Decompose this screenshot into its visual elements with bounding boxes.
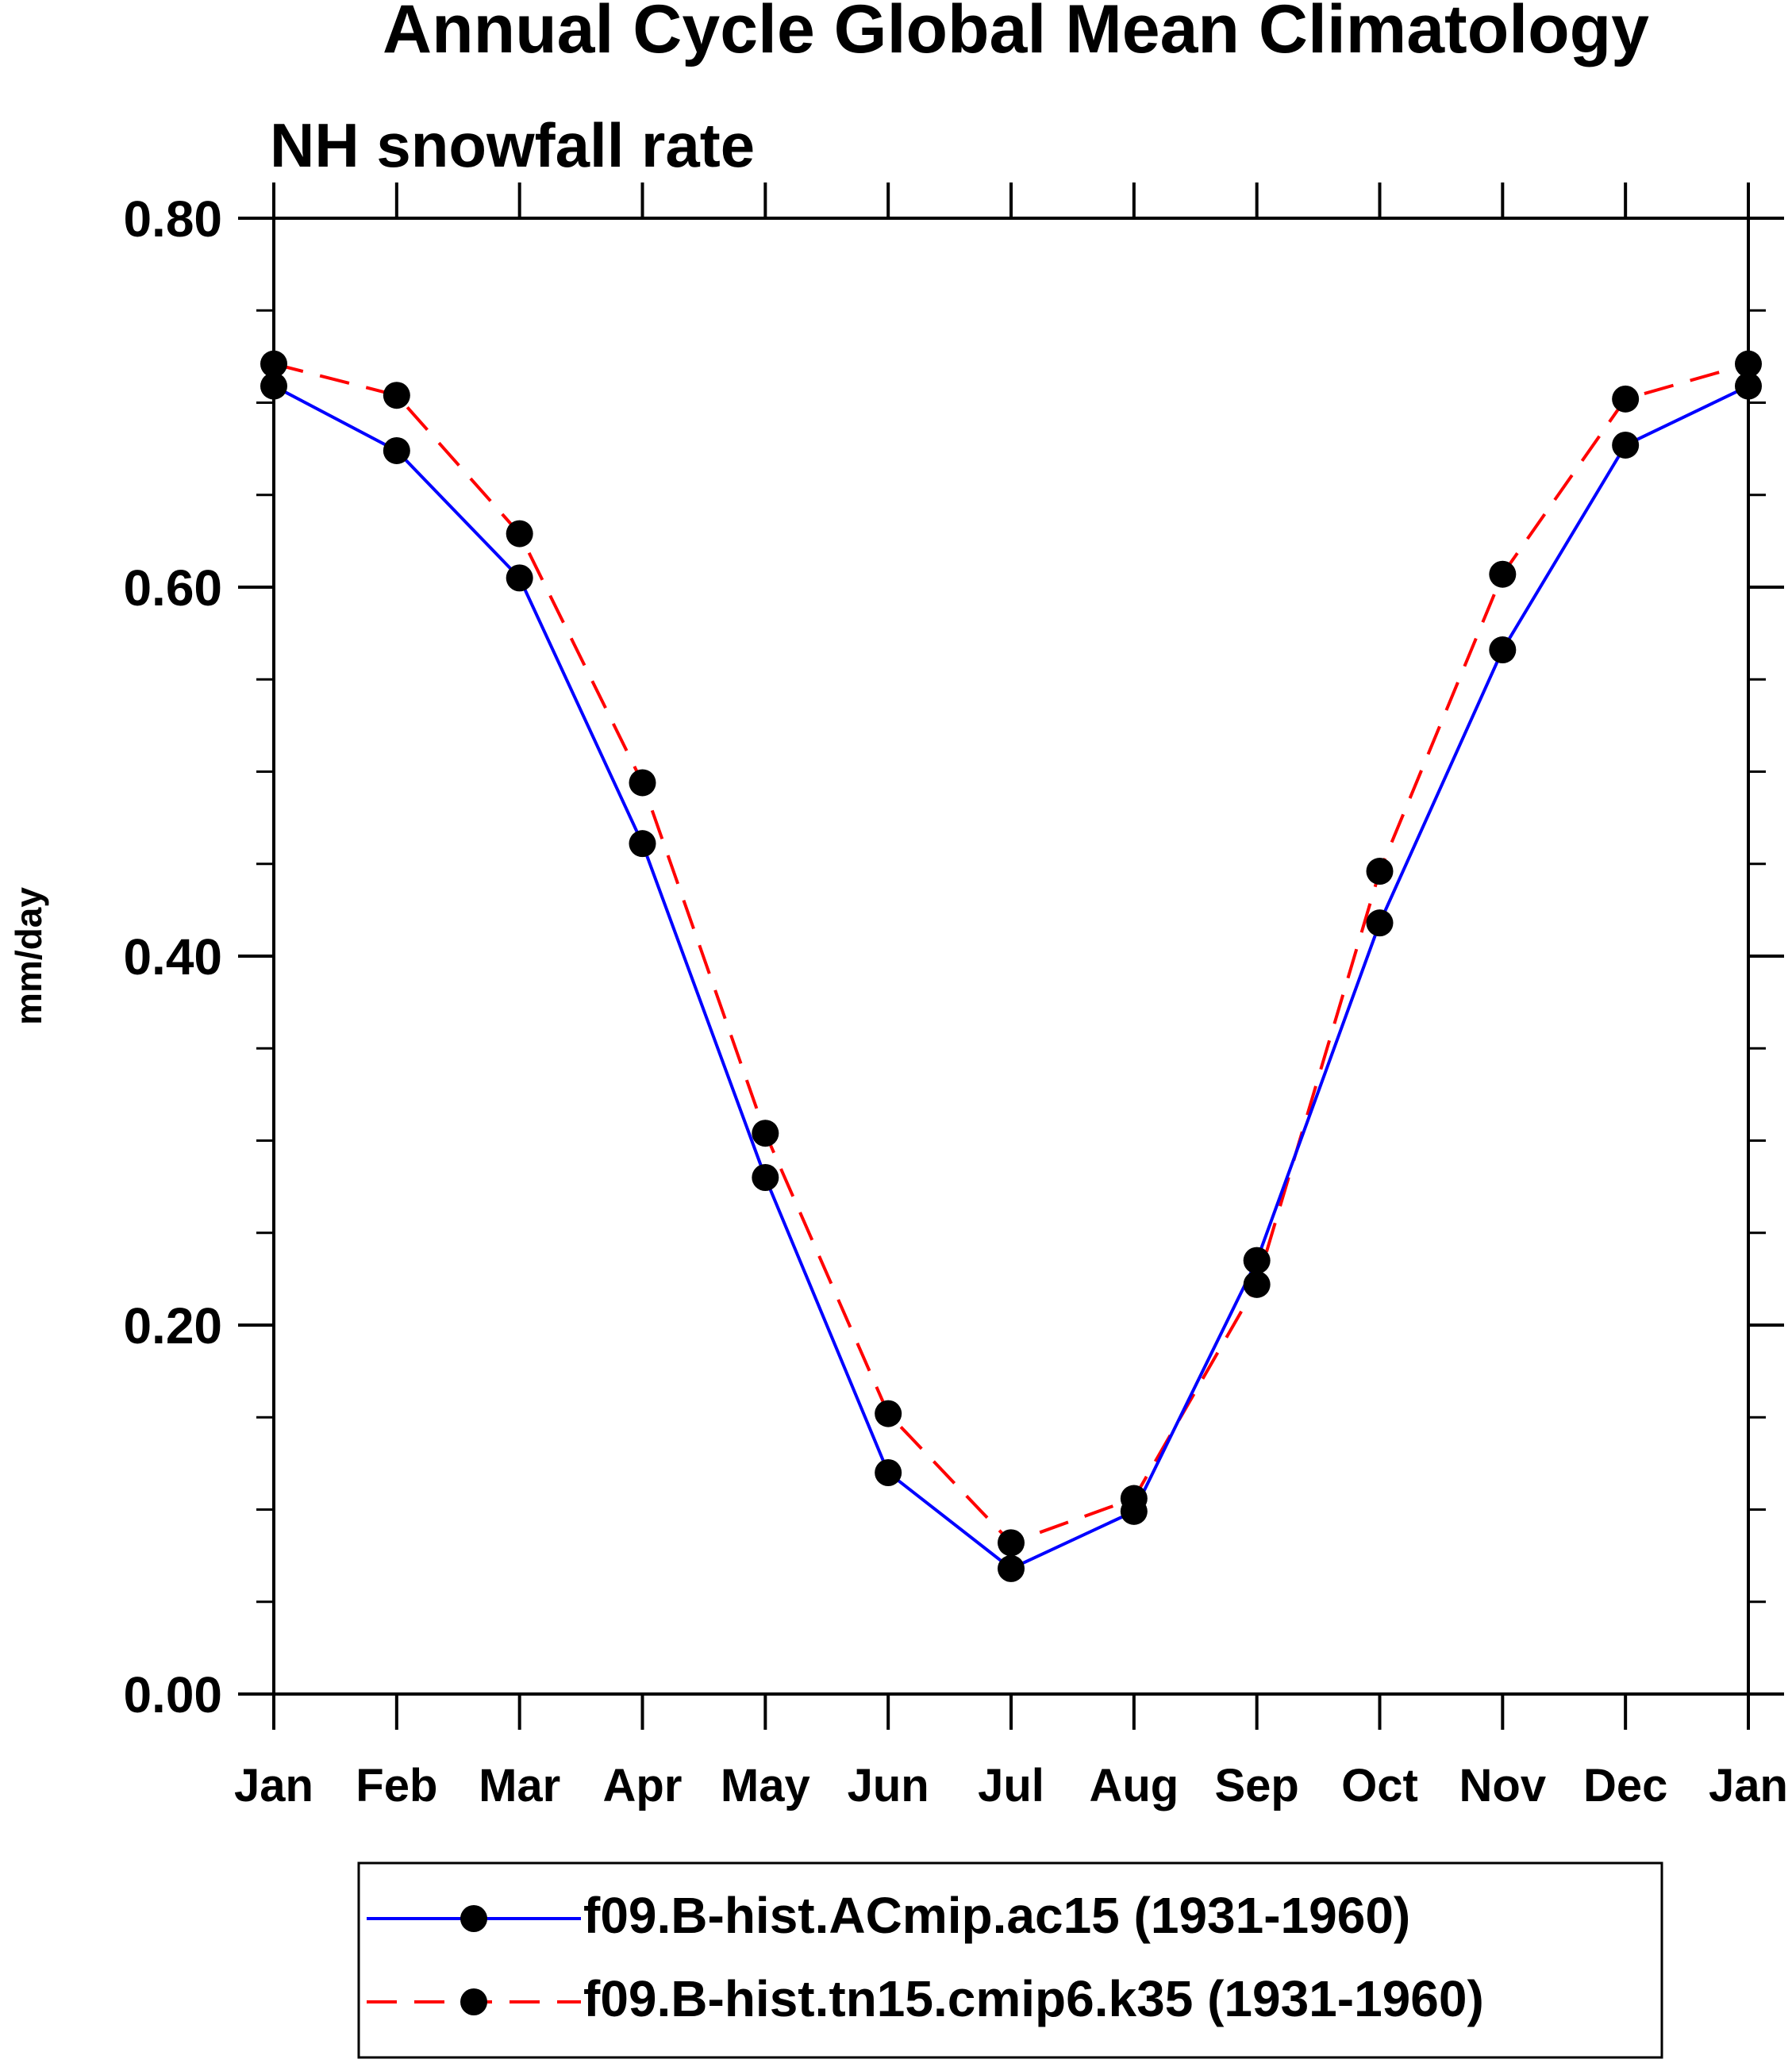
legend: f09.B-hist.ACmip.ac15 (1931-1960) f09.B-… [357, 1861, 1663, 2059]
series-1-point [998, 1529, 1025, 1557]
series-1-point [383, 382, 410, 409]
series-0-point [1489, 636, 1517, 664]
series-line-0 [273, 384, 1749, 1571]
series-1-point [506, 520, 533, 547]
y-tick-label: 0.00 [123, 1666, 222, 1723]
series-0-point [1366, 909, 1394, 937]
x-tick-label: Feb [356, 1760, 437, 1811]
x-tick-label: Apr [603, 1760, 683, 1811]
series-1-point [629, 769, 656, 797]
legend-marker-k35 [460, 1988, 487, 2015]
chart-title: Annual Cycle Global Mean Climatology [383, 0, 1649, 67]
y-tick-label: 0.40 [123, 928, 222, 985]
legend-label-ac15: f09.B-hist.ACmip.ac15 (1931-1960) [583, 1887, 1410, 1944]
series-1-point [1735, 350, 1762, 378]
x-tick-label: May [721, 1760, 810, 1811]
series-1-point [1612, 385, 1640, 413]
x-tick-label: Jun [848, 1760, 929, 1811]
x-tick-label: Jan [1709, 1760, 1788, 1811]
series-0-point [260, 372, 287, 400]
series-0-point [1243, 1247, 1271, 1274]
series-1-point [752, 1120, 779, 1147]
y-tick-label: 0.80 [123, 190, 222, 248]
y-tick-label: 0.20 [123, 1297, 222, 1354]
x-tick-label: Mar [479, 1760, 560, 1811]
series-line-1 [273, 362, 1749, 1545]
series-0-point [752, 1164, 779, 1191]
x-tick-label: Aug [1089, 1760, 1179, 1811]
series-0-point [629, 830, 656, 858]
x-tick-label: Jul [978, 1760, 1044, 1811]
chart-subtitle: NH snowfall rate [270, 110, 755, 180]
series-1-point [875, 1400, 902, 1427]
x-tick-label: Nov [1459, 1760, 1547, 1811]
series-0-point [998, 1554, 1025, 1582]
legend-label-k35: f09.B-hist.tn15.cmip6.k35 (1931-1960) [583, 1970, 1484, 2027]
y-tick-label: 0.60 [123, 559, 222, 617]
series-0-point [1735, 372, 1762, 400]
plot-frame [272, 217, 1750, 1696]
x-tick-label: Oct [1341, 1760, 1418, 1811]
y-axis-label: mm/day [8, 887, 49, 1025]
x-tick-label: Jan [234, 1760, 313, 1811]
series-0-point [383, 436, 410, 464]
series-1-point [1366, 858, 1394, 886]
x-tick-label: Dec [1583, 1760, 1667, 1811]
series-0-point [1612, 431, 1640, 459]
x-axis-ticks: Jan Feb Mar Apr May Jun Jul Aug Sep Oct Nov Dec Jan [234, 182, 1788, 1811]
series-1-point [260, 350, 287, 378]
series-layer [260, 350, 1762, 1582]
series-0-point [875, 1459, 902, 1486]
x-tick-label: Sep [1214, 1760, 1298, 1811]
legend-marker-ac15 [460, 1905, 487, 1932]
series-0-point [506, 564, 533, 592]
series-1-point [1243, 1270, 1271, 1298]
y-axis-ticks: 0.00 0.20 0.40 0.60 0.80 [123, 190, 1784, 1723]
series-1-point [1489, 560, 1517, 588]
legend-box [357, 1861, 1663, 2059]
series-1-point [1120, 1485, 1148, 1512]
